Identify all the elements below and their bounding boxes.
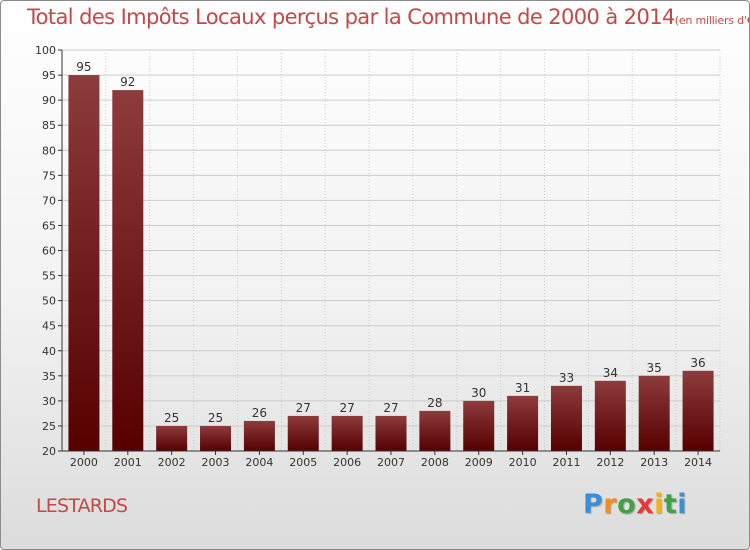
logo-letter: P [583, 489, 604, 520]
bar [200, 425, 232, 451]
logo-letter: o [617, 489, 637, 520]
bar [112, 90, 144, 451]
data-label: 27 [296, 401, 311, 415]
chart-title-text: Total des Impôts Locaux perçus par la Co… [27, 5, 675, 29]
x-tick-label: 2003 [202, 456, 230, 469]
y-tick-label: 50 [42, 295, 56, 308]
axes: 20 25 30 35 40 45 50 55 60 65 70 75 80 85 90 95 100 2000 2… [35, 44, 720, 469]
logo-letter: x [636, 489, 655, 520]
y-tick-label: 85 [42, 119, 56, 132]
bar [594, 380, 626, 451]
y-tick-label: 25 [42, 420, 56, 433]
y-tick-label: 40 [42, 345, 56, 358]
x-tick-label: 2011 [552, 456, 580, 469]
data-label: 33 [559, 371, 574, 385]
bar [638, 375, 670, 451]
x-tick-label: 2013 [640, 456, 668, 469]
y-tick-label: 35 [42, 370, 56, 383]
y-tick-label: 20 [42, 445, 56, 458]
logo-letter: i [654, 489, 664, 520]
bar [463, 400, 495, 451]
x-tick-label: 2004 [245, 456, 273, 469]
x-tick-label: 2010 [509, 456, 537, 469]
data-label: 35 [647, 361, 662, 375]
bar [682, 370, 714, 451]
y-tick-label: 55 [42, 270, 56, 283]
bar [419, 410, 451, 451]
data-label: 28 [427, 396, 442, 410]
logo-letter: i [677, 489, 688, 520]
data-label: 31 [515, 381, 530, 395]
y-tick-label: 95 [42, 69, 56, 82]
data-label: 30 [471, 386, 486, 400]
bar [375, 415, 407, 451]
x-tick-label: 2005 [289, 456, 317, 469]
x-tick-label: 2001 [114, 456, 142, 469]
data-label: 25 [164, 411, 179, 425]
data-label: 36 [690, 356, 705, 370]
data-label: 27 [383, 401, 398, 415]
bar [68, 75, 100, 451]
bar [550, 385, 582, 451]
data-label: 25 [208, 411, 223, 425]
y-tick-label: 100 [35, 44, 56, 57]
y-tick-label: 60 [42, 245, 56, 258]
bars [68, 75, 714, 451]
x-tick-label: 2009 [465, 456, 493, 469]
proxiti-logo: Proxiti [583, 489, 687, 520]
bar [507, 395, 539, 451]
x-tick-label: 2012 [596, 456, 624, 469]
bar [331, 415, 363, 451]
data-label: 34 [603, 366, 618, 380]
x-tick-label: 2002 [158, 456, 186, 469]
bar [243, 420, 275, 451]
y-tick-label: 70 [42, 194, 56, 207]
x-tick-label: 2006 [333, 456, 361, 469]
y-tick-label: 80 [42, 144, 56, 157]
y-tick-label: 45 [42, 320, 56, 333]
chart-unit-label: (en milliers d'€) [674, 14, 750, 27]
data-label: 26 [252, 406, 267, 420]
y-tick-label: 90 [42, 94, 56, 107]
y-tick-label: 30 [42, 395, 56, 408]
logo-letter: t [663, 489, 678, 520]
data-label: 92 [120, 75, 135, 89]
bar [287, 415, 319, 451]
bar [156, 425, 188, 451]
chart-title: Total des Impôts Locaux perçus par la Co… [27, 5, 750, 29]
y-tick-label: 75 [42, 169, 56, 182]
logo-letter: r [603, 489, 618, 520]
x-tick-label: 2000 [70, 456, 98, 469]
commune-name: LESTARDS [36, 495, 128, 517]
data-label: 95 [76, 60, 91, 74]
x-tick-label: 2007 [377, 456, 405, 469]
data-labels: 95 92 25 25 26 27 27 27 28 30 31 33 34 35 36 [76, 60, 705, 425]
x-tick-label: 2014 [684, 456, 712, 469]
y-tick-label: 65 [42, 219, 56, 232]
data-label: 27 [339, 401, 354, 415]
x-tick-label: 2008 [421, 456, 449, 469]
